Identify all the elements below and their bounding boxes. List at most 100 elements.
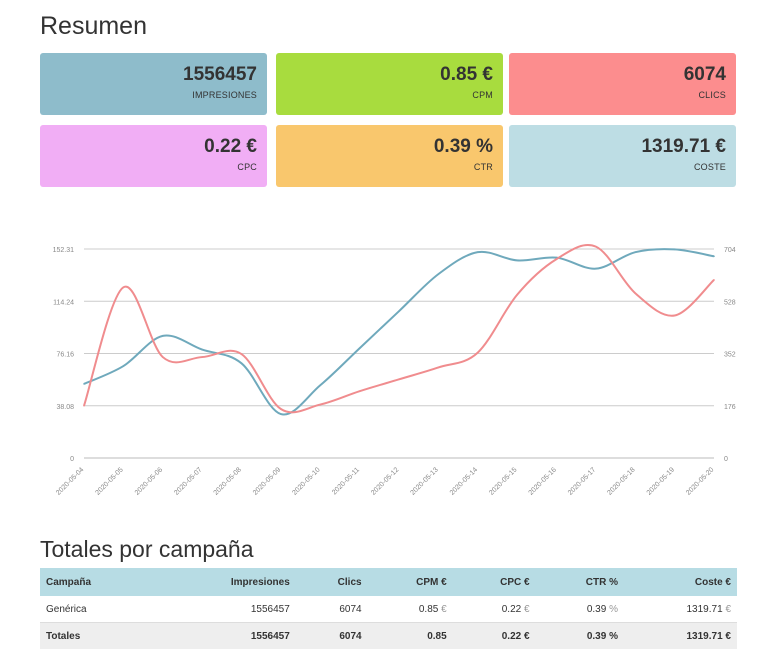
left-tick-label: 114.24: [53, 299, 74, 306]
cpm-card: 0.85 € CPM: [276, 53, 503, 115]
x-tick-label: 2020-05-16: [528, 466, 558, 496]
data-point: [398, 310, 400, 312]
right-tick-label: 704: [724, 247, 736, 254]
cpm-label: CPM: [472, 90, 493, 100]
totals-cost: 1319.71 €: [623, 622, 737, 649]
header-cpm[interactable]: CPM €: [367, 568, 453, 596]
totals-cpc: 0.22 €: [452, 622, 536, 649]
campaigns-table: Campaña Impresiones Clics CPM € CPC € CT…: [40, 568, 737, 649]
header-clicks[interactable]: Clics: [295, 568, 368, 596]
ctr-unit: %: [609, 603, 618, 615]
header-impressions[interactable]: Impresiones: [154, 568, 296, 596]
data-point: [122, 286, 125, 289]
table-row: Genérica 1556457 6074 0.85 € 0.22 € 0.39…: [40, 596, 737, 623]
clicks-value: 6074: [683, 64, 726, 85]
right-tick-label: 352: [724, 352, 736, 359]
data-point: [437, 273, 440, 275]
cpc-unit: €: [523, 603, 530, 615]
data-point: [358, 390, 361, 393]
x-tick-label: 2020-05-14: [449, 466, 479, 496]
x-tick-label: 2020-05-06: [134, 466, 164, 496]
data-point: [240, 362, 243, 365]
data-point: [122, 365, 125, 367]
data-point: [555, 258, 558, 260]
data-point: [280, 408, 282, 410]
cell-cpc: 0.22 €: [453, 596, 536, 623]
data-point: [713, 279, 715, 281]
impressions-card: 1556457 IMPRESIONES: [40, 53, 267, 115]
cpm-unit: €: [441, 603, 447, 615]
header-cost[interactable]: Coste €: [623, 568, 737, 596]
table-header-row: Campaña Impresiones Clics CPM € CPC € CT…: [40, 568, 737, 596]
cost-value: 1319.71 €: [641, 136, 726, 157]
data-point: [280, 413, 282, 415]
right-tick-label: 0: [724, 456, 728, 463]
header-campaign[interactable]: Campaña: [40, 568, 154, 596]
cpm-number: 0.85: [418, 603, 439, 615]
impressions-label: IMPRESIONES: [192, 90, 257, 100]
cpm-value: 0.85 €: [440, 64, 493, 85]
cell-ctr: 0.39 %: [536, 596, 624, 623]
data-point: [319, 403, 322, 406]
data-point: [437, 366, 440, 369]
line-chart: 0 38.08 76.16 114.24 152.31 0 176 352 528 704 2020…: [53, 244, 736, 497]
x-tick-label: 2020-05-20: [685, 466, 715, 496]
cell-clicks: 6074: [339, 603, 362, 615]
totals-ctr: 0.39 %: [535, 622, 624, 649]
data-point: [634, 251, 637, 253]
ctr-value: 0.39 %: [433, 136, 493, 157]
x-tick-label: 2020-05-18: [606, 466, 636, 496]
data-point: [673, 314, 676, 317]
left-tick-label: 152.31: [53, 247, 75, 254]
clicks-card: 6074 CLICS: [509, 53, 736, 115]
totals-label: Totales: [40, 622, 154, 649]
ctr-number: 0.39: [586, 603, 607, 615]
data-point: [398, 378, 400, 381]
data-point: [83, 383, 85, 385]
x-tick-label: 2020-05-04: [55, 466, 85, 496]
left-tick-label: 0: [70, 456, 74, 463]
data-point: [673, 248, 676, 251]
cost-card: 1319.71 € COSTE: [509, 125, 736, 187]
cost-unit: €: [725, 603, 731, 615]
ctr-label: CTR: [473, 162, 493, 172]
data-point: [713, 255, 715, 258]
cell-impressions: 1556457: [250, 603, 290, 615]
x-tick-label: 2020-05-07: [173, 466, 203, 496]
cell-cost: 1319.71 €: [624, 596, 737, 623]
series-line-right: [83, 244, 715, 414]
summary-title: Resumen: [40, 12, 147, 40]
header-cpc[interactable]: CPC €: [452, 568, 536, 596]
cpc-number: 0.22: [501, 603, 522, 615]
campaigns-title: Totales por campaña: [40, 536, 254, 562]
data-point: [161, 356, 164, 358]
cost-number: 1319.71: [686, 603, 723, 615]
data-point: [240, 353, 243, 355]
data-point: [516, 293, 518, 296]
x-tick-label: 2020-05-05: [95, 466, 125, 496]
x-tick-label: 2020-05-17: [567, 466, 597, 496]
x-tick-label: 2020-05-09: [252, 466, 282, 496]
x-tick-label: 2020-05-08: [213, 466, 243, 496]
cpc-value: 0.22 €: [204, 136, 257, 157]
header-ctr[interactable]: CTR %: [535, 568, 624, 596]
x-tick-label: 2020-05-12: [370, 466, 400, 496]
data-point: [319, 384, 322, 387]
clicks-label: CLICS: [698, 90, 726, 100]
x-tick-label: 2020-05-15: [488, 466, 518, 496]
data-point: [161, 335, 164, 337]
cpc-card: 0.22 € CPC: [40, 125, 267, 187]
totals-cpm: 0.85: [367, 622, 453, 649]
ctr-card: 0.39 % CTR: [276, 125, 503, 187]
data-point: [201, 356, 203, 358]
data-point: [476, 251, 479, 253]
data-point: [83, 404, 85, 407]
data-point: [595, 267, 597, 270]
x-tick-label: 2020-05-19: [646, 466, 676, 496]
cpc-label: CPC: [237, 162, 257, 172]
data-point: [358, 347, 361, 350]
data-point: [516, 259, 518, 262]
cell-cpm: 0.85 €: [368, 596, 453, 623]
right-tick-label: 528: [724, 299, 736, 306]
cell-campaign: Genérica: [46, 603, 87, 615]
